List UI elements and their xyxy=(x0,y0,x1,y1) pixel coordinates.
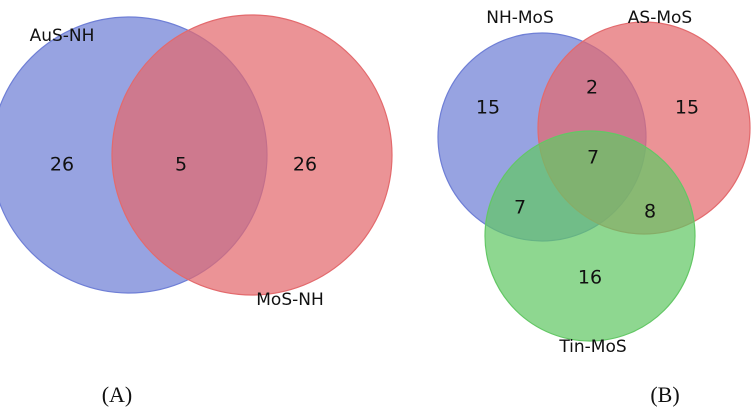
set-label: MoS-NH xyxy=(256,290,324,310)
set-label: AuS-NH xyxy=(30,26,95,46)
panel-label: (B) xyxy=(650,382,679,407)
region-count: 5 xyxy=(175,154,187,176)
panel-label: (A) xyxy=(102,382,133,407)
region-count: 26 xyxy=(50,154,74,176)
region-count: 7 xyxy=(587,147,599,169)
region-count: 8 xyxy=(644,201,656,223)
set-label: NH-MoS xyxy=(486,8,554,28)
region-count: 26 xyxy=(293,154,317,176)
set-label: Tin-MoS xyxy=(558,337,626,357)
region-count: 15 xyxy=(675,97,699,119)
region-count: 2 xyxy=(586,77,598,99)
region-count: 15 xyxy=(476,97,500,119)
region-count: 16 xyxy=(578,267,602,289)
set-label: AS-MoS xyxy=(628,8,692,28)
region-count: 7 xyxy=(514,197,526,219)
set-circle xyxy=(111,14,393,296)
set-circle xyxy=(484,130,696,342)
